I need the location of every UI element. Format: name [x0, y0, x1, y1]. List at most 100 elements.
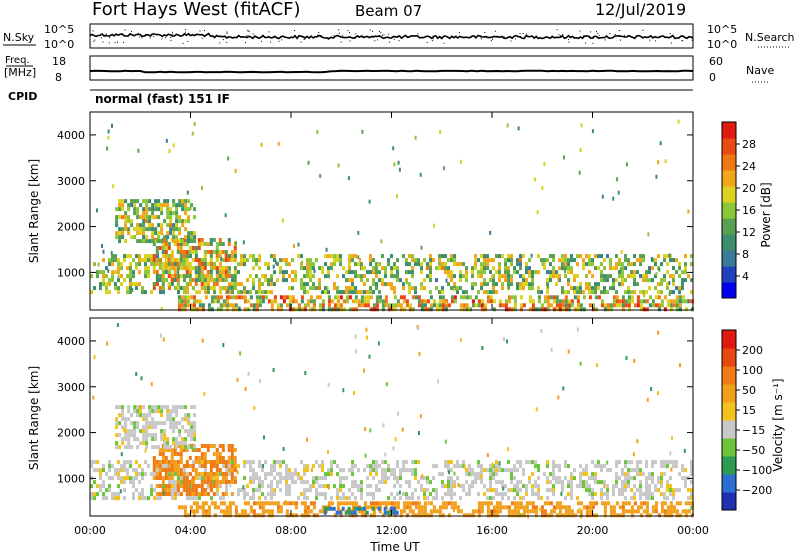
echo-cell [399, 476, 402, 481]
sparse-echo [139, 405, 142, 410]
echo-cell [570, 496, 573, 501]
echo-cell [339, 303, 343, 308]
echo-cell [498, 254, 501, 259]
y-tick-label: 2000 [57, 221, 85, 234]
echo-cell [534, 505, 538, 510]
echo-cell [230, 254, 234, 258]
echo-cell [173, 452, 177, 456]
echo-cell [354, 262, 357, 267]
echo-cell [300, 480, 303, 485]
nsearch-point [278, 37, 280, 39]
echo-cell [306, 464, 309, 469]
echo-cell [90, 484, 93, 489]
echo-cell [645, 307, 649, 312]
echo-cell [381, 266, 384, 271]
echo-cell [169, 215, 173, 220]
echo-cell [480, 505, 484, 510]
echo-cell [145, 219, 149, 224]
echo-cell [212, 250, 216, 254]
echo-cell [252, 258, 255, 263]
echo-cell [510, 274, 513, 279]
echo-cell [190, 425, 194, 430]
echo-cell [636, 488, 639, 493]
echo-cell [188, 246, 192, 250]
colorbar-tick-label: 20 [742, 182, 756, 195]
echo-cell [273, 476, 276, 481]
echo-cell [189, 505, 193, 510]
echo-cell [294, 513, 298, 518]
echo-cell [615, 476, 618, 481]
echo-cell [435, 488, 438, 493]
echo-cell [381, 480, 384, 485]
echo-cell [222, 286, 225, 291]
echo-cell [459, 278, 462, 283]
echo-cell [672, 496, 675, 501]
echo-cell [426, 513, 430, 518]
echo-cell [264, 262, 267, 267]
echo-cell [630, 274, 633, 279]
sparse-echo [275, 260, 278, 265]
echo-cell [154, 421, 158, 426]
echo-cell [345, 496, 348, 501]
x-tick-label: 00:00 [74, 524, 106, 537]
echo-cell [471, 266, 474, 271]
sparse-echo [319, 173, 322, 178]
echo-cell [510, 307, 514, 312]
echo-cell [366, 299, 370, 304]
echo-cell [660, 278, 663, 283]
echo-cell [540, 307, 544, 312]
echo-cell [309, 509, 313, 514]
echo-cell [200, 456, 204, 460]
echo-cell [393, 290, 396, 295]
sparse-echo [272, 368, 275, 372]
echo-cell [166, 207, 170, 212]
sparse-echo [596, 363, 598, 368]
echo-cell [209, 476, 213, 480]
sparse-echo [230, 285, 233, 290]
echo-cell [579, 480, 582, 485]
echo-cell [594, 286, 597, 291]
echo-cell [588, 492, 591, 497]
echo-cell [194, 266, 198, 270]
echo-cell [216, 299, 220, 304]
echo-cell [258, 290, 261, 295]
echo-cell [312, 299, 316, 304]
echo-cell [651, 299, 655, 304]
echo-cell [179, 258, 183, 262]
echo-cell [639, 460, 642, 465]
echo-cell [133, 425, 137, 430]
nsearch-point [362, 35, 364, 37]
echo-cell [423, 488, 426, 493]
echo-cell [492, 266, 495, 271]
echo-cell [630, 290, 633, 295]
echo-cell [135, 460, 138, 465]
sparse-echo [377, 263, 379, 268]
echo-cell [510, 262, 513, 267]
echo-cell [136, 199, 140, 204]
echo-cell [510, 472, 513, 477]
echo-cell [282, 295, 286, 300]
sparse-echo [211, 479, 214, 484]
echo-cell [155, 274, 159, 278]
echo-cell [654, 509, 658, 514]
echo-cell [184, 441, 188, 446]
echo-cell [504, 258, 507, 263]
nsearch-point [492, 38, 493, 40]
echo-cell [627, 274, 630, 279]
echo-cell [167, 488, 171, 492]
echo-cell [294, 468, 297, 473]
echo-cell [170, 464, 174, 468]
echo-cell [111, 274, 114, 279]
echo-cell [630, 509, 634, 514]
echo-cell [194, 258, 198, 262]
echo-cell [348, 290, 351, 295]
echo-cell [216, 476, 219, 481]
echo-cell [585, 464, 588, 469]
echo-cell [197, 492, 201, 496]
echo-cell [176, 452, 180, 456]
echo-cell [588, 484, 591, 489]
sparse-echo [397, 411, 399, 416]
echo-cell [118, 215, 122, 220]
echo-cell [191, 488, 195, 492]
echo-cell [187, 207, 191, 212]
